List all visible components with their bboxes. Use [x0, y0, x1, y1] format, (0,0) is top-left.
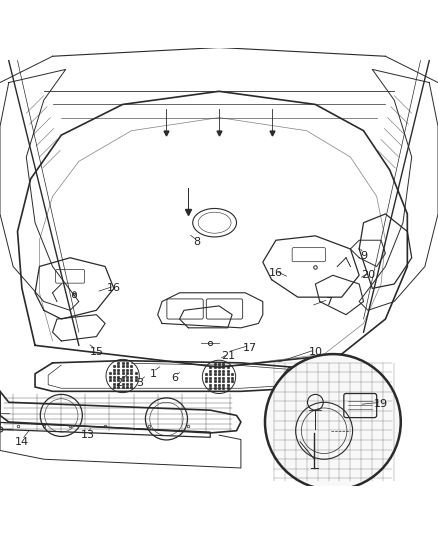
- Text: 6: 6: [172, 373, 179, 383]
- Text: 3: 3: [137, 377, 144, 387]
- Text: 1: 1: [150, 369, 157, 379]
- Text: 19: 19: [374, 399, 388, 409]
- Text: 13: 13: [81, 430, 95, 440]
- Text: 15: 15: [89, 347, 103, 357]
- Text: 14: 14: [15, 437, 29, 447]
- Text: 20: 20: [361, 270, 375, 280]
- Text: 17: 17: [243, 343, 257, 352]
- Circle shape: [265, 354, 401, 490]
- Text: 21: 21: [221, 351, 235, 361]
- Text: 2: 2: [115, 377, 122, 387]
- Text: 16: 16: [269, 268, 283, 278]
- Text: 10: 10: [308, 347, 322, 357]
- Text: 8: 8: [194, 237, 201, 247]
- Text: 9: 9: [360, 251, 367, 261]
- Text: 7: 7: [325, 296, 332, 306]
- Text: 16: 16: [107, 284, 121, 293]
